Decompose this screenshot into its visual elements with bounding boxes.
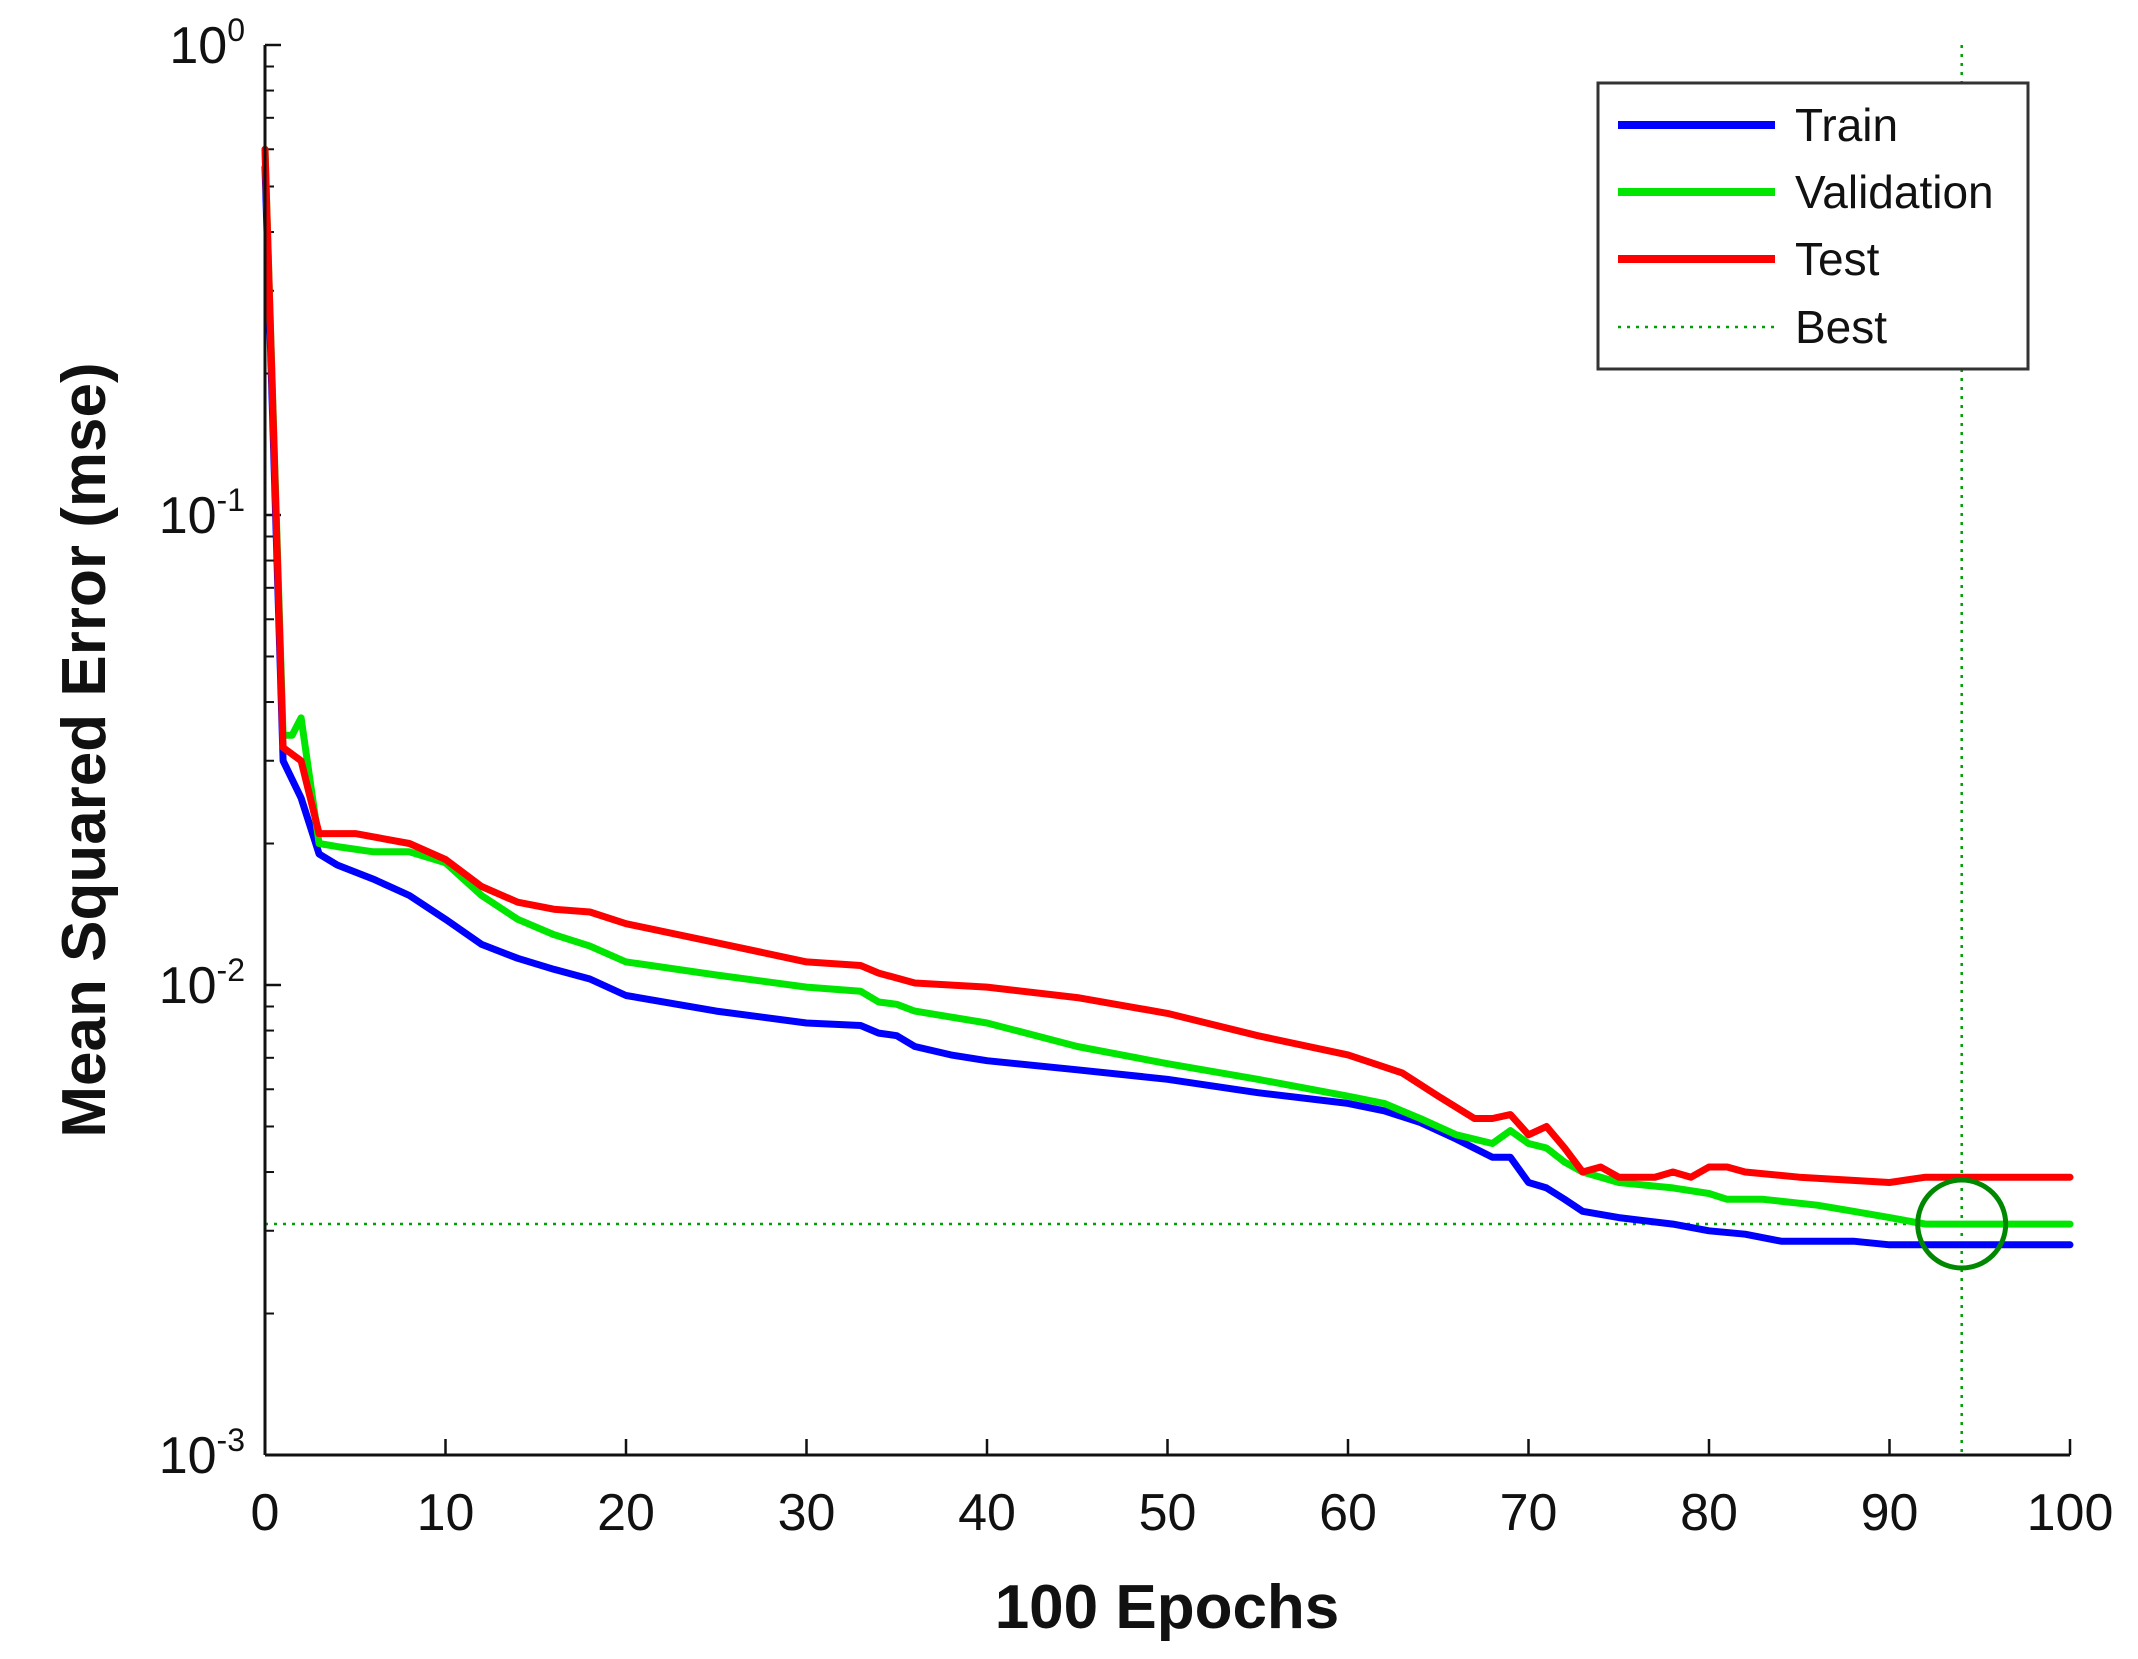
y-axis-label: Mean Squared Error (mse) bbox=[50, 362, 119, 1137]
x-tick-label: 60 bbox=[1319, 1484, 1377, 1542]
legend-box bbox=[1596, 81, 2030, 371]
x-tick-label: 50 bbox=[1139, 1484, 1197, 1542]
x-tick-label: 100 bbox=[2027, 1484, 2114, 1542]
x-tick-label: 10 bbox=[417, 1484, 475, 1542]
axes bbox=[263, 45, 2070, 1457]
y-tick-label: 100 bbox=[169, 12, 245, 75]
legend-label-validation: Validation bbox=[1795, 166, 1994, 218]
legend: Train Validation Test Best bbox=[1596, 81, 2030, 371]
x-tick-label: 70 bbox=[1500, 1484, 1558, 1542]
series-line-validation bbox=[261, 145, 2074, 1228]
legend-label-best: Best bbox=[1795, 301, 1887, 353]
x-tick-label: 20 bbox=[597, 1484, 655, 1542]
y-tick-label: 10-3 bbox=[159, 1422, 245, 1485]
x-tick-label: 30 bbox=[778, 1484, 836, 1542]
legend-label-test: Test bbox=[1795, 233, 1880, 285]
x-tick-label: 80 bbox=[1680, 1484, 1738, 1542]
x-tick-label: 40 bbox=[958, 1484, 1016, 1542]
series-lines bbox=[261, 145, 2074, 1271]
y-tick-label: 10-1 bbox=[159, 482, 245, 545]
x-axis-label: 100 Epochs bbox=[995, 1573, 1340, 1642]
y-tick-label: 10-2 bbox=[159, 952, 245, 1015]
best-marker-circle bbox=[1915, 1177, 2009, 1271]
x-tick-label: 90 bbox=[1861, 1484, 1919, 1542]
legend-label-train: Train bbox=[1795, 99, 1898, 151]
series-line-train bbox=[261, 163, 2074, 1249]
x-tick-label: 0 bbox=[251, 1484, 280, 1542]
series-line-test bbox=[261, 145, 2074, 1186]
tick-labels: 0 10 20 30 40 50 60 70 80 90 100 100 10-1 10-2 10-3 bbox=[159, 12, 2114, 1542]
